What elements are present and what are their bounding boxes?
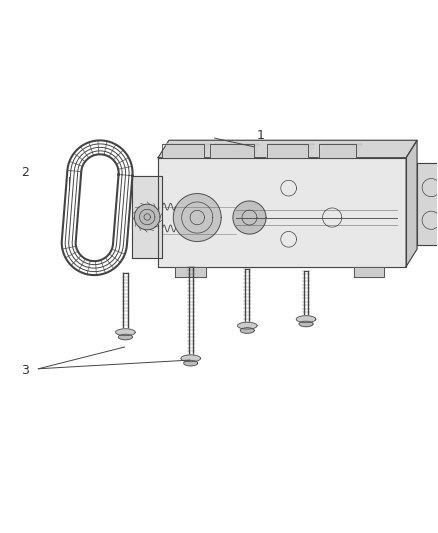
Polygon shape — [233, 201, 266, 234]
Polygon shape — [299, 321, 313, 327]
Polygon shape — [297, 316, 316, 322]
Polygon shape — [240, 328, 254, 333]
Text: 2: 2 — [21, 166, 29, 180]
Polygon shape — [267, 144, 314, 158]
Polygon shape — [184, 360, 198, 366]
Polygon shape — [176, 266, 206, 277]
Polygon shape — [158, 158, 406, 266]
Polygon shape — [210, 144, 259, 158]
Polygon shape — [237, 322, 257, 329]
Polygon shape — [319, 144, 361, 158]
Polygon shape — [173, 193, 221, 241]
Polygon shape — [132, 176, 162, 258]
Polygon shape — [116, 329, 135, 336]
Polygon shape — [158, 140, 417, 158]
Polygon shape — [181, 355, 201, 362]
Polygon shape — [354, 266, 385, 277]
Polygon shape — [417, 163, 438, 245]
Polygon shape — [134, 204, 160, 230]
Polygon shape — [119, 334, 132, 340]
Polygon shape — [162, 144, 209, 158]
Text: 3: 3 — [21, 365, 29, 377]
Polygon shape — [406, 140, 417, 266]
Text: 1: 1 — [256, 130, 264, 142]
